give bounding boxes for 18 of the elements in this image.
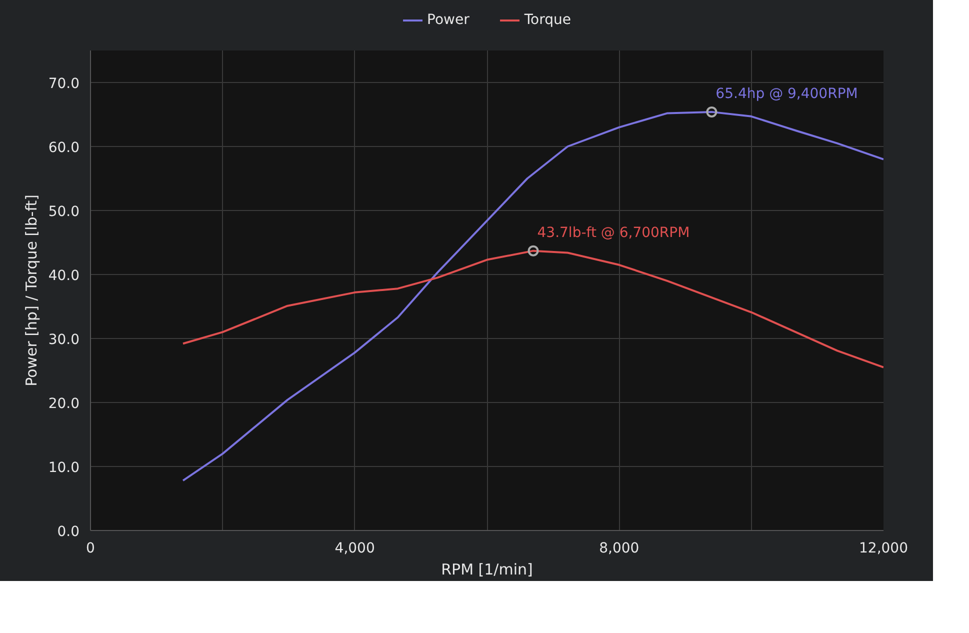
x-tick-label: 8,000	[599, 540, 640, 556]
y-tick-label: 50.0	[48, 204, 80, 220]
legend-label: Torque	[524, 12, 571, 28]
legend-label: Power	[427, 12, 470, 28]
annotation: 65.4hp @ 9,400RPM	[716, 86, 858, 102]
y-axis-title: Power [hp] / Torque [lb-ft]	[22, 194, 40, 386]
x-tick-label: 0	[86, 540, 95, 556]
y-tick-label: 0.0	[57, 524, 80, 540]
y-tick-label: 70.0	[48, 76, 80, 92]
annotation: 43.7lb-ft @ 6,700RPM	[537, 224, 690, 241]
y-tick-label: 20.0	[48, 396, 80, 412]
y-tick-label: 30.0	[48, 332, 80, 348]
x-tick-label: 4,000	[334, 540, 375, 556]
y-tick-label: 10.0	[48, 460, 80, 476]
y-tick-label: 40.0	[48, 268, 80, 284]
x-tick-label: 12,000	[859, 540, 908, 556]
y-tick-label: 60.0	[48, 140, 80, 156]
x-axis-title: RPM [1/min]	[441, 560, 533, 578]
